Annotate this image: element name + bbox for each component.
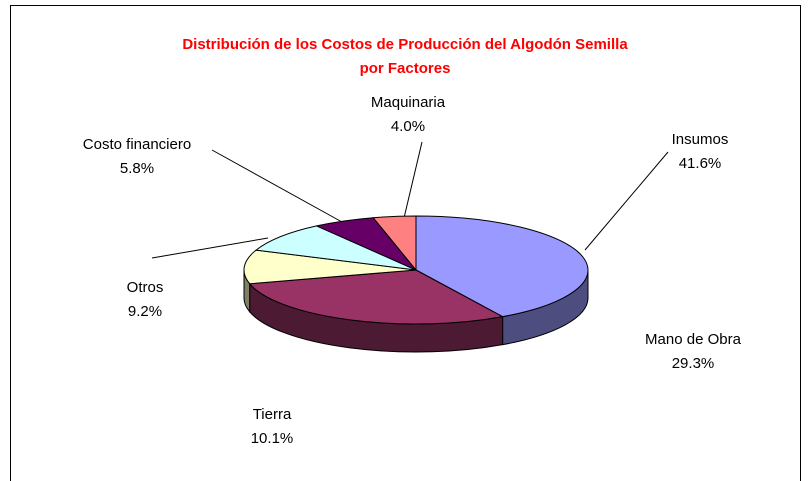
slice-value-label: 29.3%: [672, 355, 715, 372]
pie-slice: [248, 269, 505, 325]
chart-title: por Factores: [360, 60, 451, 77]
leader-line: [211, 149, 343, 223]
pie-tops: [243, 215, 589, 325]
slice-value-label: 5.8%: [120, 160, 154, 177]
slice-value-label: 41.6%: [679, 155, 722, 172]
slice-value-label: 10.1%: [251, 430, 294, 447]
chart-border: [10, 5, 801, 481]
pie-slice: [415, 215, 589, 318]
slice-label: Costo financiero: [83, 136, 191, 153]
slice-label: Otros: [127, 279, 164, 296]
slice-value-label: 9.2%: [128, 303, 162, 320]
slice-value-label: 4.0%: [391, 118, 425, 135]
chart-title: Distribución de los Costos de Producción…: [182, 36, 628, 53]
leader-line: [151, 237, 269, 259]
leader-lines: [151, 141, 669, 259]
pie-slice: [254, 225, 417, 271]
slice-label: Tierra: [253, 406, 292, 423]
slice-label: Mano de Obra: [645, 331, 742, 348]
leader-line: [403, 141, 423, 219]
pie-slice: [372, 215, 417, 272]
pie-sides: [243, 269, 589, 353]
leader-line: [584, 151, 669, 251]
slice-label: Insumos: [672, 131, 729, 148]
slice-label: Maquinaria: [371, 94, 446, 111]
pie-slice: [243, 249, 417, 285]
